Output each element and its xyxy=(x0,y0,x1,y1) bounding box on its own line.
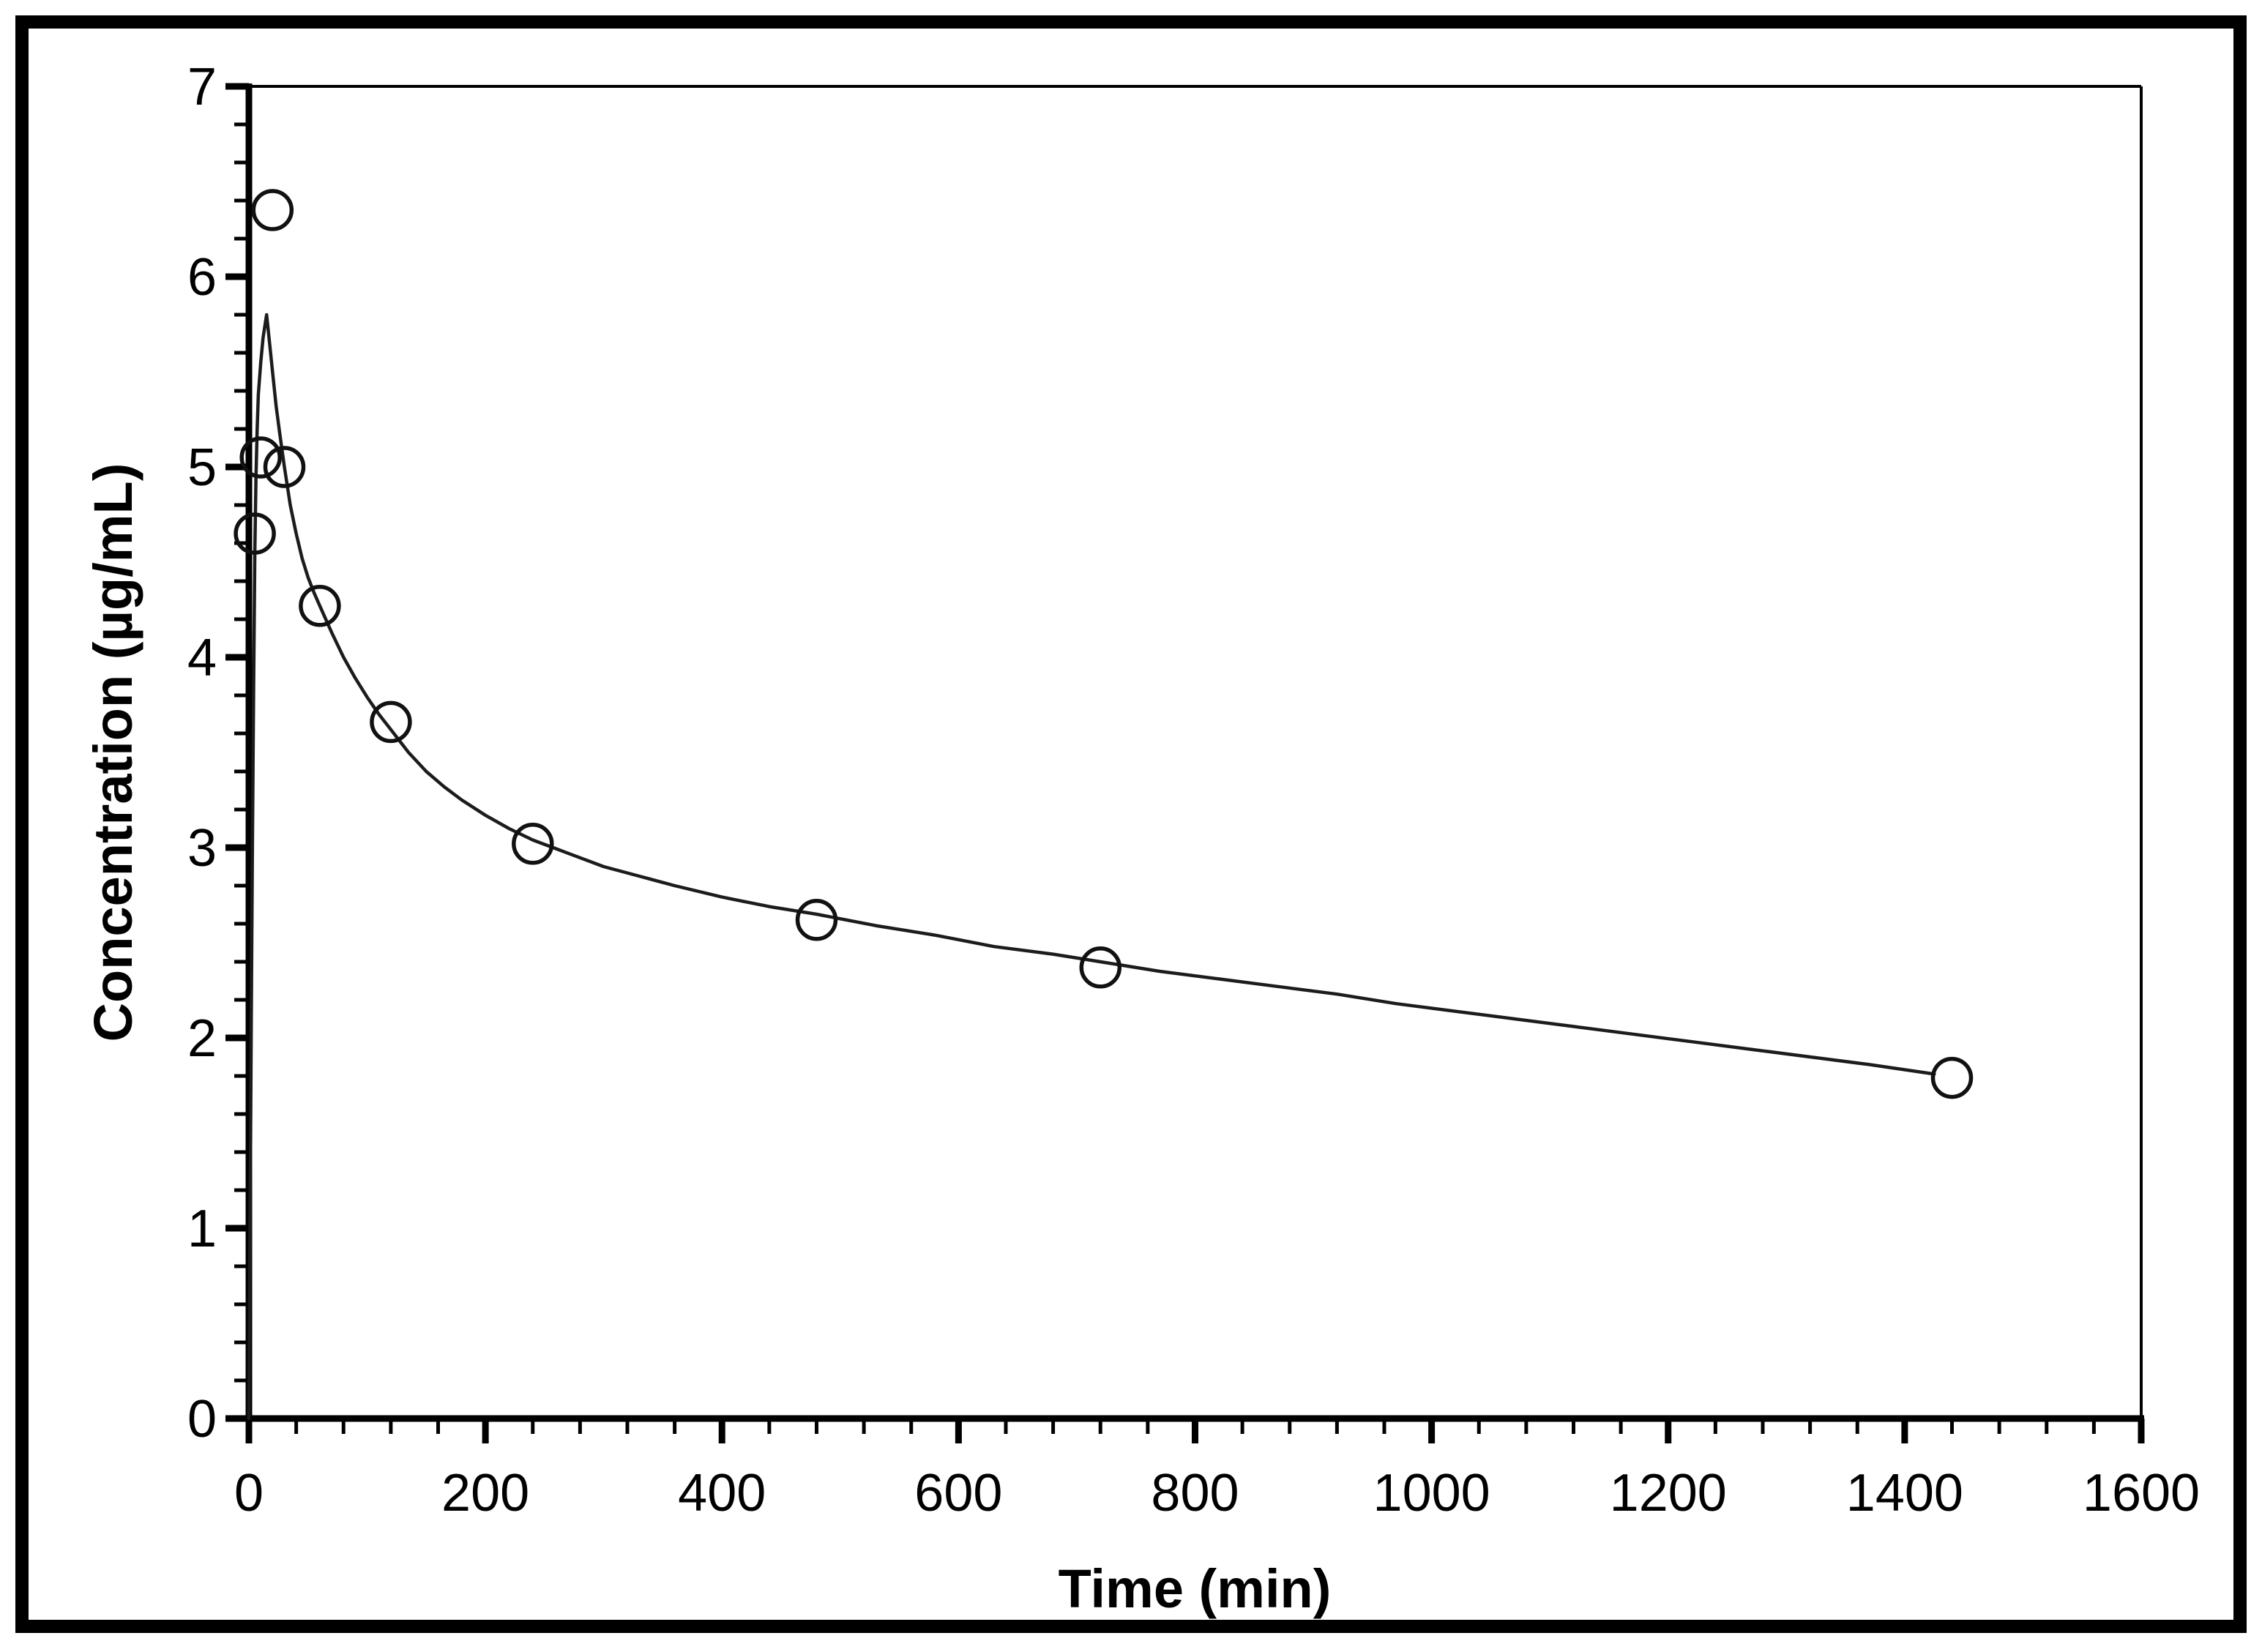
plot-frame xyxy=(245,83,2144,1422)
data-point-marker xyxy=(239,436,282,479)
x-tick-label: 200 xyxy=(441,1464,529,1522)
y-tick-label: 5 xyxy=(187,438,217,497)
data-point-marker xyxy=(795,899,838,941)
y-tick-label: 2 xyxy=(187,1009,217,1068)
x-tick-label: 600 xyxy=(914,1464,1002,1522)
y-tick-label: 3 xyxy=(187,819,217,878)
axis-ticks xyxy=(225,83,2145,1443)
y-tick-label: 1 xyxy=(187,1200,217,1258)
data-point-marker xyxy=(370,700,412,744)
data-point-marker xyxy=(512,823,554,865)
x-tick-label: 1000 xyxy=(1373,1464,1490,1522)
x-tick-label: 400 xyxy=(678,1464,766,1522)
x-tick-label: 1200 xyxy=(1610,1464,1727,1522)
axis-tick-labels: 0 1 2 3 4 5 6 7 0 200 400 600 800 1000 1200 1400 1600 xyxy=(187,58,2200,1522)
data-point-marker xyxy=(234,512,276,555)
fit-curve-line xyxy=(247,313,1936,1421)
figure-border xyxy=(15,15,2247,1633)
data-point-marker xyxy=(299,585,341,627)
x-axis-title: Time (min) xyxy=(1059,1558,1332,1619)
data-point-marker xyxy=(1079,946,1122,989)
data-series xyxy=(234,189,1974,1421)
y-tick-label: 6 xyxy=(187,248,217,307)
y-tick-label: 4 xyxy=(187,629,217,687)
y-axis-title: Concentration (µg/mL) xyxy=(83,463,143,1042)
x-tick-label: 800 xyxy=(1151,1464,1239,1522)
x-tick-label: 1600 xyxy=(2083,1464,2200,1522)
data-point-marker xyxy=(263,446,306,488)
x-tick-label: 0 xyxy=(234,1464,264,1522)
data-point-marker xyxy=(1930,1056,1974,1099)
x-tick-label: 1400 xyxy=(1846,1464,1963,1522)
y-tick-label: 0 xyxy=(187,1390,217,1449)
y-tick-label: 7 xyxy=(187,58,217,116)
data-point-marker xyxy=(251,189,294,231)
